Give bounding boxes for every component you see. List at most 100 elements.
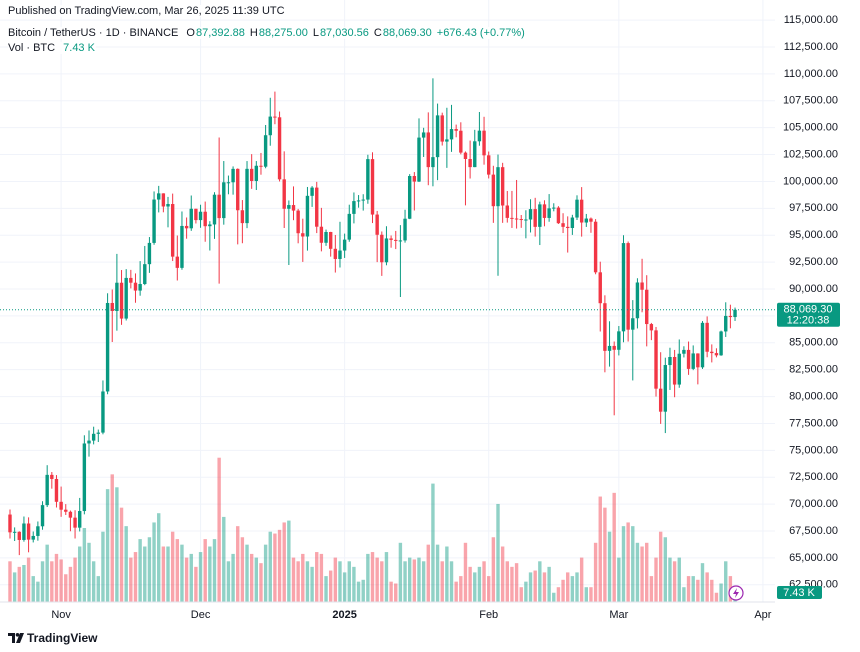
candle-body xyxy=(431,157,435,168)
volume-bar xyxy=(719,583,723,602)
volume-bar xyxy=(389,581,393,602)
candle-body xyxy=(552,207,556,209)
logo-icon xyxy=(8,633,24,643)
candle-body xyxy=(319,226,324,243)
candle-body xyxy=(459,130,463,153)
candle-body xyxy=(175,256,180,268)
volume-title: Vol · BTC xyxy=(8,42,56,54)
candle-body xyxy=(640,282,644,290)
y-tick-label: 110,000.00 xyxy=(784,68,838,80)
candle-body xyxy=(36,526,40,536)
volume-bar xyxy=(556,587,561,602)
y-tick-label: 67,500.00 xyxy=(789,525,838,537)
y-tick-label: 115,000.00 xyxy=(784,14,838,26)
volume-bar xyxy=(338,561,342,602)
volume-bar xyxy=(59,559,63,602)
candle-body xyxy=(705,322,709,352)
volume-bar xyxy=(315,552,319,602)
legend-volume: Vol · BTC 7.43 K xyxy=(8,42,96,54)
volume-bar xyxy=(129,557,133,602)
volume-bar xyxy=(519,587,523,602)
candle-body xyxy=(249,168,254,181)
volume-bar xyxy=(259,563,263,602)
candle-body xyxy=(575,199,579,218)
volume-bar xyxy=(287,520,291,602)
candle-body xyxy=(231,168,235,183)
candle-body xyxy=(542,204,547,218)
candle-body xyxy=(361,199,365,201)
y-tick-label: 80,000.00 xyxy=(789,390,838,402)
volume-bar xyxy=(273,533,277,602)
volume-bar xyxy=(301,553,305,602)
candle-body xyxy=(700,322,705,368)
volume-bar xyxy=(589,587,593,602)
event-bolt xyxy=(733,588,739,598)
candle-body xyxy=(672,356,677,385)
y-tick-label: 82,500.00 xyxy=(789,364,838,376)
symbol: Bitcoin / TetherUS · 1D · BINANCE xyxy=(8,27,179,39)
candle-body xyxy=(96,432,100,434)
volume-bar xyxy=(64,574,68,602)
candle-body xyxy=(686,349,691,369)
candle-body xyxy=(533,209,537,227)
volume-bar xyxy=(533,570,537,602)
y-tick-label: 70,000.00 xyxy=(789,498,838,510)
x-tick-label: Feb xyxy=(479,609,498,621)
volume-label: 7.43 K xyxy=(783,587,815,599)
volume-bar xyxy=(87,542,91,602)
candle-body xyxy=(129,277,133,283)
candle-body xyxy=(710,351,714,354)
volume-bar xyxy=(361,579,365,602)
candle-body xyxy=(491,174,496,207)
volume-bar xyxy=(91,561,96,602)
volume-bar xyxy=(198,552,203,602)
candle-body xyxy=(82,443,87,512)
volume-bar xyxy=(138,539,142,602)
candle-body xyxy=(621,243,626,332)
candle-body xyxy=(473,141,477,168)
volume-bar xyxy=(184,557,189,602)
candle-body xyxy=(566,226,570,229)
candle-body xyxy=(305,195,310,237)
volume-bar xyxy=(487,576,491,602)
candle-body xyxy=(398,240,403,242)
candle-body xyxy=(91,433,96,441)
volume-bar xyxy=(417,557,421,602)
candles xyxy=(8,78,737,556)
volume-bar xyxy=(208,546,212,602)
volume-bar xyxy=(119,507,124,602)
y-tick-label: 75,000.00 xyxy=(789,444,838,456)
volume-bar xyxy=(654,557,658,602)
volume-bar xyxy=(593,542,598,602)
volume-pane xyxy=(8,457,737,602)
legend-value: 88,069.30 xyxy=(382,27,432,39)
candle-body xyxy=(356,200,361,202)
candle-body xyxy=(607,345,612,351)
volume-bar xyxy=(561,579,565,602)
volume-bar xyxy=(440,561,444,602)
candle-body xyxy=(157,193,161,200)
candle-body xyxy=(222,182,226,219)
candle-body xyxy=(263,135,268,167)
volume-bar xyxy=(226,561,231,602)
volume-bar xyxy=(356,581,361,602)
volume-bar xyxy=(454,581,458,602)
candle-body xyxy=(17,531,21,540)
volume-bar xyxy=(584,587,589,602)
candle-body xyxy=(342,239,347,251)
price-label-box xyxy=(777,302,840,327)
candle-body xyxy=(268,116,272,136)
volume-bar xyxy=(412,559,417,602)
candle-body xyxy=(338,250,342,259)
candle-body xyxy=(101,391,105,433)
volume-bar xyxy=(249,553,254,602)
candle-body xyxy=(282,179,286,209)
candle-body xyxy=(556,207,561,224)
candle-body xyxy=(691,353,695,369)
countdown: 12:20:38 xyxy=(787,315,830,327)
candle-body xyxy=(40,505,45,527)
volume-bar xyxy=(496,503,500,602)
candle-body xyxy=(593,221,598,273)
volume-bar xyxy=(658,531,663,602)
volume-bar xyxy=(310,566,314,602)
